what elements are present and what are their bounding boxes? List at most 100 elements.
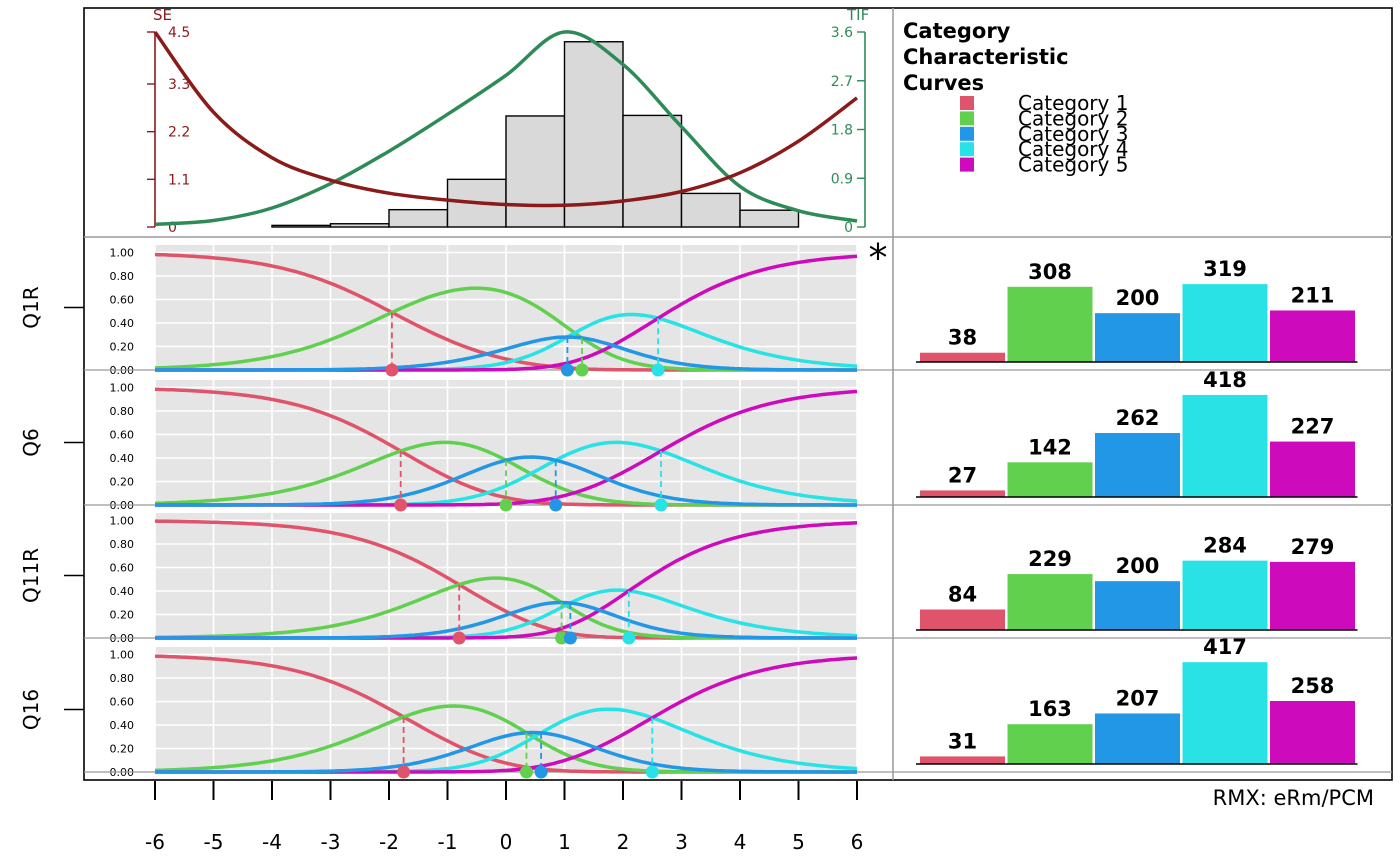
ccc-y-tick-label: 0.80 (110, 672, 135, 685)
ccc-y-tick-label: 0.80 (110, 270, 135, 283)
ccc-y-tick-label: 0.60 (110, 429, 135, 442)
category-3-curve (155, 600, 857, 640)
frequency-bar (1007, 462, 1093, 497)
threshold-point (563, 631, 577, 645)
item-label: Q11R (19, 548, 43, 603)
x-tick-label: -5 (204, 830, 224, 854)
frequency-label: 418 (1203, 368, 1247, 392)
bar-panel-q16: 31 163 207 417 258 (893, 635, 1392, 773)
frequency-bar (1182, 284, 1268, 362)
legend-entry: Category 3 (1018, 122, 1128, 146)
item-label: Q1R (19, 286, 43, 328)
misfit-flag: * (869, 236, 888, 280)
category-3-curve (155, 335, 857, 372)
se-tick-label: 0 (168, 220, 177, 236)
histogram-bar (271, 224, 332, 228)
threshold-point (651, 363, 665, 377)
threshold-point (575, 363, 589, 377)
legend-entry: Category 2 (1018, 106, 1128, 130)
frequency-label: 200 (1116, 554, 1160, 578)
x-tick-label: -2 (379, 830, 399, 854)
ccc-y-tick-label: 0.60 (110, 294, 135, 307)
histogram-bar (622, 114, 683, 228)
ccc-y-tick-label: 0.40 (110, 452, 135, 465)
x-tick-label: 0 (500, 830, 513, 854)
x-tick-label: -6 (145, 830, 165, 854)
frequency-label: 417 (1203, 635, 1247, 659)
theta-x-axis: -6 -5 -4 -3 -2 -1 0 1 2 3 4 5 6 (145, 781, 863, 854)
x-tick-label: 3 (675, 830, 688, 854)
threshold-point (654, 498, 668, 512)
frequency-label: 163 (1028, 697, 1072, 721)
threshold-point (560, 363, 574, 377)
ccc-y-tick-label: 0.20 (110, 476, 135, 489)
threshold-point (397, 765, 411, 779)
frequency-label: 279 (1291, 535, 1335, 559)
threshold-point (394, 498, 408, 512)
frequency-label: 308 (1028, 260, 1072, 284)
tif-tick-label: 3.6 (831, 25, 853, 41)
bar-panel-q1r: 38 308 200 319 211 (893, 257, 1392, 371)
figure-frame (83, 7, 1393, 781)
frequency-bar (920, 756, 1005, 764)
tif-curve (154, 30, 858, 227)
bar-panel-q11r: 84 229 200 284 279 (893, 534, 1392, 639)
legend-title: Category Characteristic Curves (903, 19, 1076, 95)
frequency-bar (1095, 713, 1180, 764)
item-label: Q6 (19, 428, 43, 456)
ccc-y-tick-label: 0.40 (110, 317, 135, 330)
se-tick-label: 2.2 (168, 125, 190, 141)
item-label: Q16 (19, 689, 43, 730)
frequency-label: 262 (1116, 406, 1160, 430)
category-frequency-panels: 38 308 200 319 211 27 142 262 418 227 84 229 200 284 2… (893, 257, 1392, 773)
frequency-bar (1007, 286, 1093, 362)
frequency-label: 31 (948, 729, 977, 753)
legend-swatch (960, 111, 974, 126)
frequency-bar (1095, 433, 1180, 497)
legend-swatch (960, 157, 974, 172)
tif-tick-label: 1.8 (831, 123, 853, 139)
frequency-label: 229 (1028, 547, 1072, 571)
frequency-bar (1270, 701, 1355, 764)
footer-caption: RMX: eRm/PCM (1213, 786, 1374, 810)
histogram-bar (388, 208, 449, 228)
frequency-label: 38 (948, 326, 977, 350)
ccc-y-tick-label: 0.60 (110, 696, 135, 709)
frequency-label: 211 (1291, 283, 1335, 307)
threshold-point (499, 498, 513, 512)
x-tick-label: -3 (321, 830, 341, 854)
legend-swatch (960, 96, 974, 110)
x-tick-label: 5 (792, 830, 805, 854)
frequency-label: 200 (1116, 286, 1160, 310)
x-tick-label: 4 (734, 830, 747, 854)
frequency-label: 227 (1291, 415, 1335, 439)
threshold-point (622, 631, 636, 645)
frequency-bar (920, 609, 1005, 630)
histogram-bar (680, 192, 741, 228)
category-legend: Category Characteristic Curves Category … (903, 19, 1128, 177)
frequency-bar (1270, 310, 1355, 362)
ccc-y-tick-label: 0.80 (110, 405, 135, 418)
frequency-bar (920, 490, 1005, 497)
histogram-bar (739, 209, 800, 228)
threshold-point (519, 765, 533, 779)
legend-entry: Category 1 (1018, 91, 1128, 115)
ccc-y-tick-label: 0.40 (110, 585, 135, 598)
x-tick-label: -1 (438, 830, 458, 854)
frequency-bar (1007, 724, 1093, 764)
tif-tick-label: 0.9 (831, 171, 853, 187)
frequency-bar (920, 352, 1005, 362)
category-3-curve (155, 730, 857, 774)
threshold-point (549, 498, 563, 512)
se-tick-label: 1.1 (168, 172, 190, 188)
bar-panel-q6: 27 142 262 418 227 (893, 368, 1392, 506)
ccc-y-tick-label: 0.80 (110, 538, 135, 551)
ccc-y-tick-label: 0.20 (110, 341, 135, 354)
frequency-bar (1007, 574, 1093, 630)
tif-tick-label: 0 (844, 220, 853, 236)
